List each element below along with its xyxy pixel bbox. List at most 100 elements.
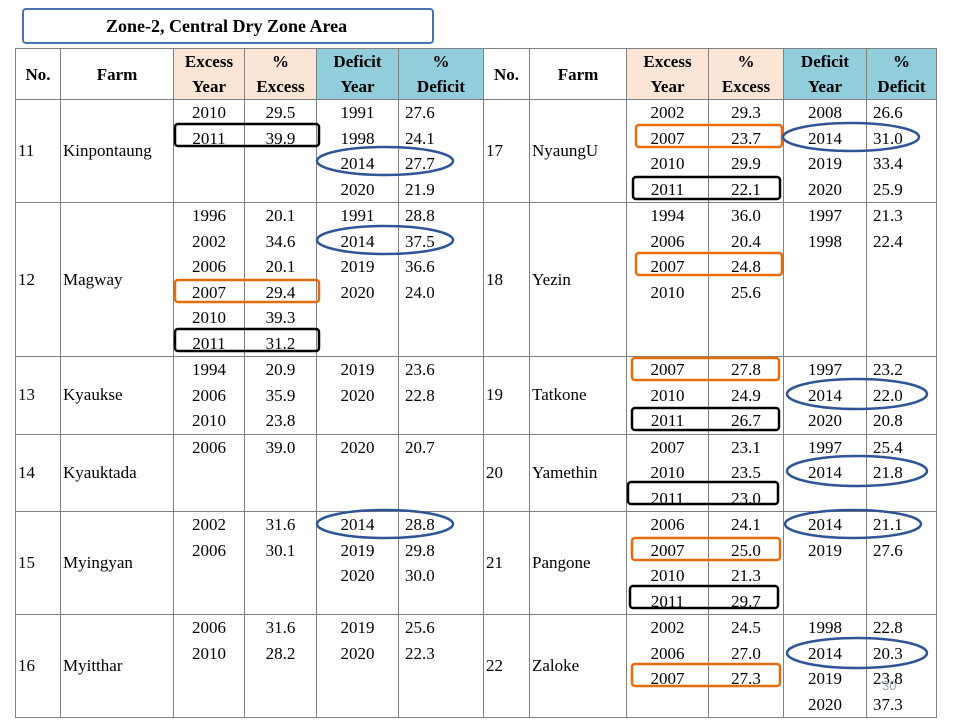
header-pct-excess-right: % Excess — [708, 48, 784, 100]
deficit-year-value: 2014 — [808, 128, 842, 148]
farm-name: Myitthar — [60, 614, 174, 718]
excess-pct-value: 31.2 — [265, 333, 296, 353]
row-number: 20 — [483, 433, 530, 512]
excess-pct-value: 36.0 — [731, 206, 761, 225]
excess-pct-value: 29.3 — [731, 103, 761, 122]
excess-year-value: 2010 — [192, 411, 226, 430]
deficit-year-value: 2020 — [340, 643, 375, 663]
deficit-pct-value: 28.8 — [405, 515, 435, 534]
deficit-pct-value: 31.0 — [873, 128, 903, 148]
header-farm-right: Farm — [529, 48, 627, 100]
excess-year-cell: 2002 2006 — [173, 511, 245, 615]
table-body: 11 Kinpontaung 2010 2011 29.5 39.9 1991 1998 201… — [15, 99, 937, 718]
deficit-year-cell: 2019 2020 — [316, 614, 399, 718]
excess-year-value: 2010 — [650, 154, 685, 173]
excess-year-value: 2010 — [650, 566, 685, 585]
deficit-year-cell: 1991 2014 2019 2020 — [316, 202, 399, 357]
row-number: 21 — [483, 511, 530, 615]
row-number: 12 — [15, 202, 61, 357]
excess-pct-value: 27.3 — [731, 669, 761, 688]
deficit-year-cell: 2019 2020 — [316, 356, 399, 435]
excess-year-value: 2006 — [650, 231, 685, 251]
excess-pct-value: 20.1 — [265, 206, 296, 225]
header-no-right: No. — [483, 48, 530, 100]
excess-pct-cell: 27.8 24.9 26.7 — [708, 356, 784, 435]
deficit-pct-value: 27.6 — [405, 103, 435, 122]
farm-name: Yezin — [529, 202, 627, 357]
excess-pct-value: 39.0 — [265, 437, 296, 457]
header-pct-deficit-right: % Deficit — [866, 48, 937, 100]
excess-pct-value: 24.5 — [731, 618, 761, 637]
excess-pct-value: 24.8 — [731, 257, 761, 276]
excess-pct-value: 20.1 — [265, 257, 296, 276]
excess-year-value: 2011 — [650, 411, 685, 430]
deficit-pct-value: 21.8 — [873, 463, 903, 482]
excess-year-value: 2007 — [192, 282, 226, 302]
deficit-year-value: 2019 — [340, 618, 375, 637]
deficit-year-value: 1997 — [808, 437, 842, 457]
excess-year-value: 2006 — [192, 540, 226, 560]
deficit-year-value: 2008 — [808, 103, 842, 122]
deficit-year-cell: 1997 2014 — [783, 433, 867, 512]
excess-pct-cell: 20.1 34.6 20.1 29.4 39.3 31.2 — [244, 202, 317, 357]
excess-pct-value: 28.2 — [265, 643, 296, 663]
deficit-year-value: 2019 — [808, 540, 842, 560]
deficit-pct-value: 20.7 — [405, 437, 435, 457]
excess-year-value: 2011 — [192, 333, 226, 353]
deficit-pct-cell: 28.8 37.5 36.6 24.0 — [398, 202, 484, 357]
excess-pct-value: 20.4 — [731, 231, 761, 251]
deficit-pct-cell: 28.8 29.8 30.0 — [398, 511, 484, 615]
excess-year-value: 2002 — [650, 618, 685, 637]
row-number: 16 — [15, 614, 61, 718]
excess-year-value: 2002 — [650, 103, 685, 122]
deficit-pct-cell: 23.6 22.8 — [398, 356, 484, 435]
excess-year-cell: 2006 2010 — [173, 614, 245, 718]
table-row: 14 Kyauktada 2006 39.0 2020 20.7 20 Yamethin 200… — [15, 433, 937, 512]
excess-year-value: 2002 — [192, 515, 226, 534]
deficit-year-value: 2014 — [808, 643, 842, 663]
deficit-pct-value: 22.4 — [873, 231, 903, 251]
row-number: 17 — [483, 99, 530, 203]
row-number: 15 — [15, 511, 61, 615]
zone-title-box: Zone-2, Central Dry Zone Area — [22, 8, 434, 44]
header-deficit-year: Deficit Year — [316, 48, 399, 100]
excess-pct-value: 29.5 — [265, 103, 296, 122]
deficit-year-value: 1997 — [808, 206, 842, 225]
deficit-pct-cell: 20.7 — [398, 433, 484, 512]
deficit-year-cell: 2008 2014 2019 2020 — [783, 99, 867, 203]
excess-pct-value: 39.3 — [265, 308, 296, 327]
deficit-year-value: 2014 — [808, 515, 842, 534]
deficit-year-cell: 2020 — [316, 433, 399, 512]
deficit-year-value: 2020 — [340, 437, 375, 457]
table-row: 16 Myitthar 2006 2010 31.6 28.2 2019 2020 25.6 22… — [15, 614, 937, 718]
excess-year-value: 1994 — [650, 206, 685, 225]
deficit-pct-cell: 27.6 24.1 27.7 21.9 — [398, 99, 484, 203]
excess-pct-value: 20.9 — [265, 360, 296, 379]
header-pct-excess: % Excess — [244, 48, 317, 100]
deficit-year-value: 2019 — [340, 257, 375, 276]
deficit-pct-value: 27.7 — [405, 154, 435, 173]
excess-year-cell: 1994 2006 2007 2010 — [626, 202, 709, 357]
excess-year-value: 2007 — [650, 128, 685, 148]
excess-pct-value: 29.9 — [731, 154, 761, 173]
excess-year-value: 2011 — [650, 488, 685, 508]
deficit-year-cell: 2014 2019 2020 — [316, 511, 399, 615]
farm-name: Yamethin — [529, 433, 627, 512]
deficit-year-cell: 1997 2014 2020 — [783, 356, 867, 435]
deficit-year-value: 2020 — [340, 282, 375, 302]
excess-pct-cell: 31.6 28.2 — [244, 614, 317, 718]
excess-year-cell: 2010 2011 — [173, 99, 245, 203]
deficit-year-value: 2014 — [340, 515, 375, 534]
deficit-pct-value: 33.4 — [873, 154, 903, 173]
excess-year-value: 2007 — [650, 257, 685, 276]
row-number: 22 — [483, 614, 530, 718]
deficit-year-value: 1991 — [340, 206, 375, 225]
excess-year-value: 2010 — [192, 308, 226, 327]
farm-name: Zaloke — [529, 614, 627, 718]
excess-year-cell: 1996 2002 2006 2007 2010 2011 — [173, 202, 245, 357]
excess-year-value: 2007 — [650, 540, 685, 560]
deficit-pct-cell: 22.8 20.3 23.8 37.3 — [866, 614, 937, 718]
deficit-year-value: 2020 — [808, 694, 842, 714]
excess-pct-value: 26.7 — [731, 411, 761, 430]
deficit-year-value: 1997 — [808, 360, 842, 379]
